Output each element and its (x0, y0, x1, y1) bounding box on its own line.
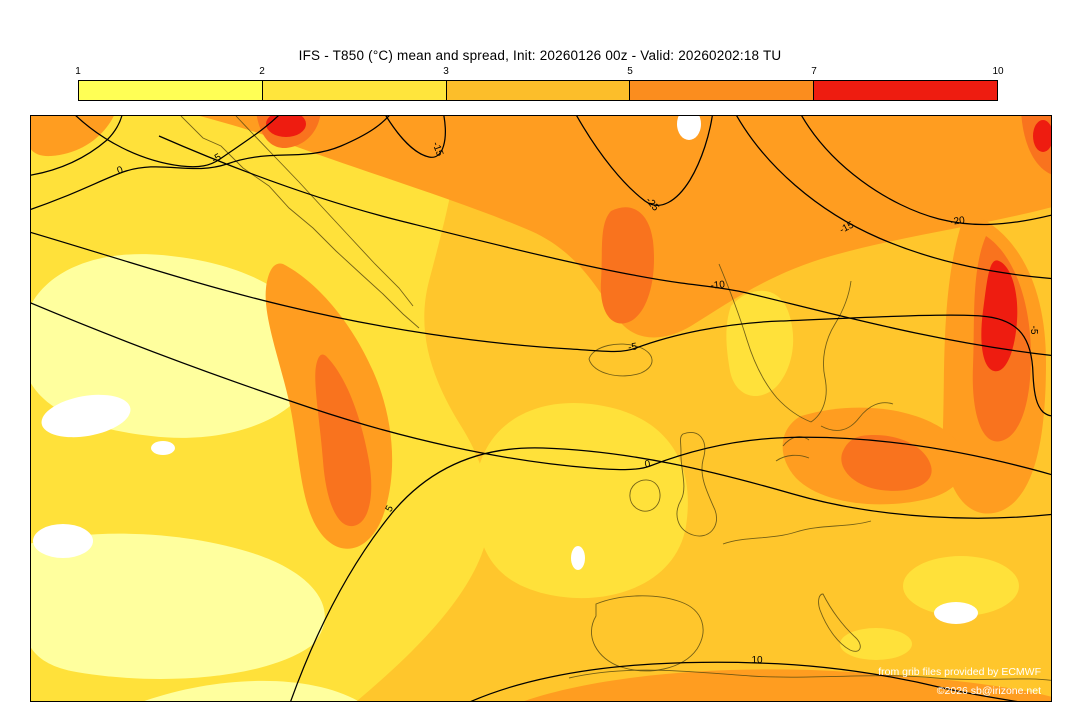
colorbar: 1 2 3 5 7 10 (75, 66, 1004, 101)
credit-copyright: ©2026 sb@irizone.net (936, 684, 1041, 697)
colorbar-ticks: 1 2 3 5 7 10 (75, 66, 1003, 80)
contour-neg25 (576, 116, 713, 206)
contour-neg5-nw (75, 116, 279, 168)
contour-neg5-main (31, 231, 1051, 417)
coastlines (180, 116, 1051, 681)
contour-neg15-b (736, 116, 1051, 280)
colorbar-segment (445, 81, 630, 100)
contour-label: -20 (950, 215, 966, 228)
contour-label: -10 (710, 279, 726, 291)
contour-label: -15 (430, 140, 445, 158)
contour-neg20 (801, 116, 1051, 226)
contour-label: 5 (384, 503, 397, 513)
colorbar-tick: 5 (627, 66, 633, 77)
contour-5 (290, 447, 1051, 701)
credit-ecmwf: from grib files provided by ECMWF (878, 666, 1041, 679)
colorbar-tick: 10 (992, 66, 1004, 77)
colorbar-tick: 2 (259, 66, 265, 77)
contour-10 (470, 661, 1018, 701)
map-frame: 0 -5 -15 -25 -15 -20 -10 -5 -5 0 5 10 from grib fil… (30, 115, 1052, 702)
contour-label: -5 (1028, 326, 1039, 335)
colorbar-segment (813, 81, 997, 100)
colorbar-tick: 3 (443, 66, 449, 77)
colorbar-tick: 7 (811, 66, 817, 77)
spread-shading (31, 116, 1051, 701)
contour-label: 10 (751, 655, 763, 666)
contour-label: 0 (116, 164, 125, 176)
contour-extra-nw (31, 116, 123, 176)
contour-label: 0 (644, 459, 652, 471)
colorbar-segment (79, 81, 262, 100)
contour-neg15-a (385, 116, 446, 158)
colorbar-bar (78, 80, 998, 101)
contour-lines (31, 116, 1051, 701)
colorbar-segment (629, 81, 814, 100)
contour-label: -5 (627, 341, 638, 353)
colorbar-tick: 1 (75, 66, 81, 77)
contour-0-main (31, 302, 1051, 476)
map-title: IFS - T850 (°C) mean and spread, Init: 2… (298, 48, 782, 63)
contour-neg10 (158, 135, 1051, 357)
colorbar-segment (261, 81, 446, 100)
map-credits: from grib files provided by ECMWF ©2026 … (878, 663, 1041, 700)
